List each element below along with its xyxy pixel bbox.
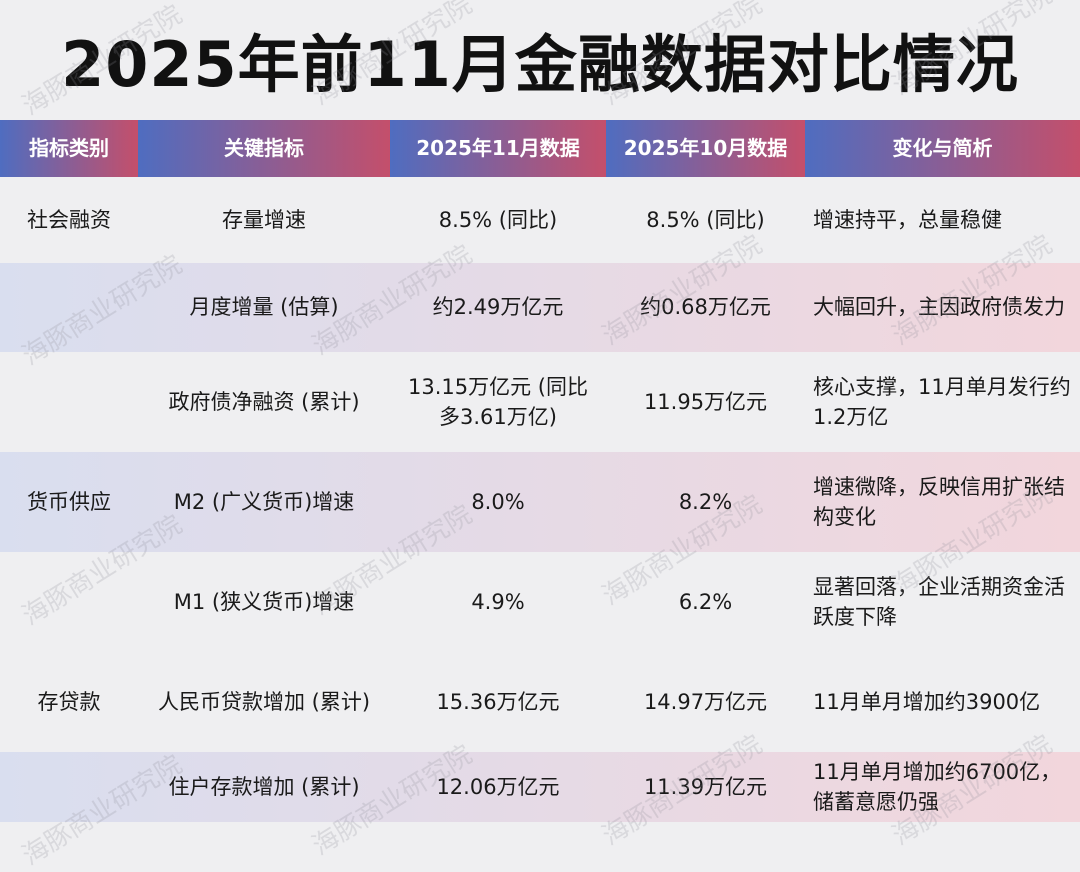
table-cell: 8.5% (同比) [646,207,765,232]
table-cell: 月度增量 (估算) [189,295,339,320]
table-cell: 存量增速 [222,207,306,232]
table-cell: 11.95万亿元 [643,389,768,414]
table-cell: 11月单月增加约3900亿 [813,689,1041,714]
table-cell: 货币供应 [27,489,111,514]
header-cell: 2025年11月数据 [390,120,606,177]
table-cell: 15.36万亿元 [436,689,560,714]
table-cell [0,752,138,822]
table-cell: 约2.49万亿元 [432,295,564,320]
table-cell: 13.15万亿元 (同比多3.61万亿) [408,374,588,429]
table-cell: 社会融资 [27,207,111,232]
header-cell: 2025年10月数据 [606,120,805,177]
header-row: 指标类别 关键指标 2025年11月数据 2025年10月数据 变化与简析 [0,120,1080,177]
table-cell [0,352,138,452]
table-cell: M2 (广义货币)增速 [173,489,355,514]
header-cell: 指标类别 [0,120,138,177]
table-cell: 8.5% (同比) [438,207,558,232]
table-cell [0,552,138,652]
data-table: 指标类别 关键指标 2025年11月数据 2025年10月数据 变化与简析社会融资 存量增… [0,120,1080,822]
table-row: 住户存款增加 (累计) 12.06万亿元 11.39万亿元 11月单月增加约6700亿… [0,752,1080,822]
table-row: 月度增量 (估算) 约2.49万亿元 约0.68万亿元 大幅回升，主因政府债发力 [0,263,1080,352]
table-cell: 8.0% [471,489,525,514]
table-cell [0,263,138,352]
table-cell: 14.97万亿元 [643,689,768,714]
table-row: 政府债净融资 (累计) 13.15万亿元 (同比多3.61万亿) 11.95万亿元 核… [0,352,1080,452]
table-cell: 增速微降，反映信用扩张结构变化 [813,474,1065,529]
table-cell: 政府债净融资 (累计) [168,389,360,414]
page-title: 2025年前11月金融数据对比情况 [61,28,1019,101]
table-cell: 11.39万亿元 [643,774,768,799]
table-cell: 6.2% [678,589,733,614]
table-cell: 人民币贷款增加 (累计) [157,689,371,714]
header-cell: 变化与简析 [805,120,1080,177]
table-cell: 12.06万亿元 [436,774,560,799]
table-cell: 核心支撑，11月单月发行约1.2万亿 [813,374,1071,429]
table-cell: 增速持平，总量稳健 [813,207,1002,232]
table-row: 存贷款 人民币贷款增加 (累计) 15.36万亿元 14.97万亿元 11月单月增加约3… [0,652,1080,752]
table-cell: 11月单月增加约6700亿，储蓄意愿仍强 [813,759,1062,814]
table-cell: M1 (狭义货币)增速 [173,589,355,614]
table-cell: 存贷款 [37,689,101,714]
table-cell: 8.2% [678,489,733,514]
table-cell: 4.9% [471,589,525,614]
table-cell: 大幅回升，主因政府债发力 [813,295,1065,320]
table-row: M1 (狭义货币)增速 4.9% 6.2% 显著回落，企业活期资金活跃度下降 [0,552,1080,652]
table-cell: 住户存款增加 (累计) [168,774,360,799]
table-cell: 约0.68万亿元 [640,295,771,320]
header-cell: 关键指标 [138,120,390,177]
table-row: 货币供应 M2 (广义货币)增速 8.0% 8.2% 增速微降，反映信用扩张结构变化 [0,452,1080,552]
table-cell: 显著回落，企业活期资金活跃度下降 [813,574,1065,629]
table-row: 社会融资 存量增速 8.5% (同比) 8.5% (同比) 增速持平，总量稳健 [0,177,1080,263]
